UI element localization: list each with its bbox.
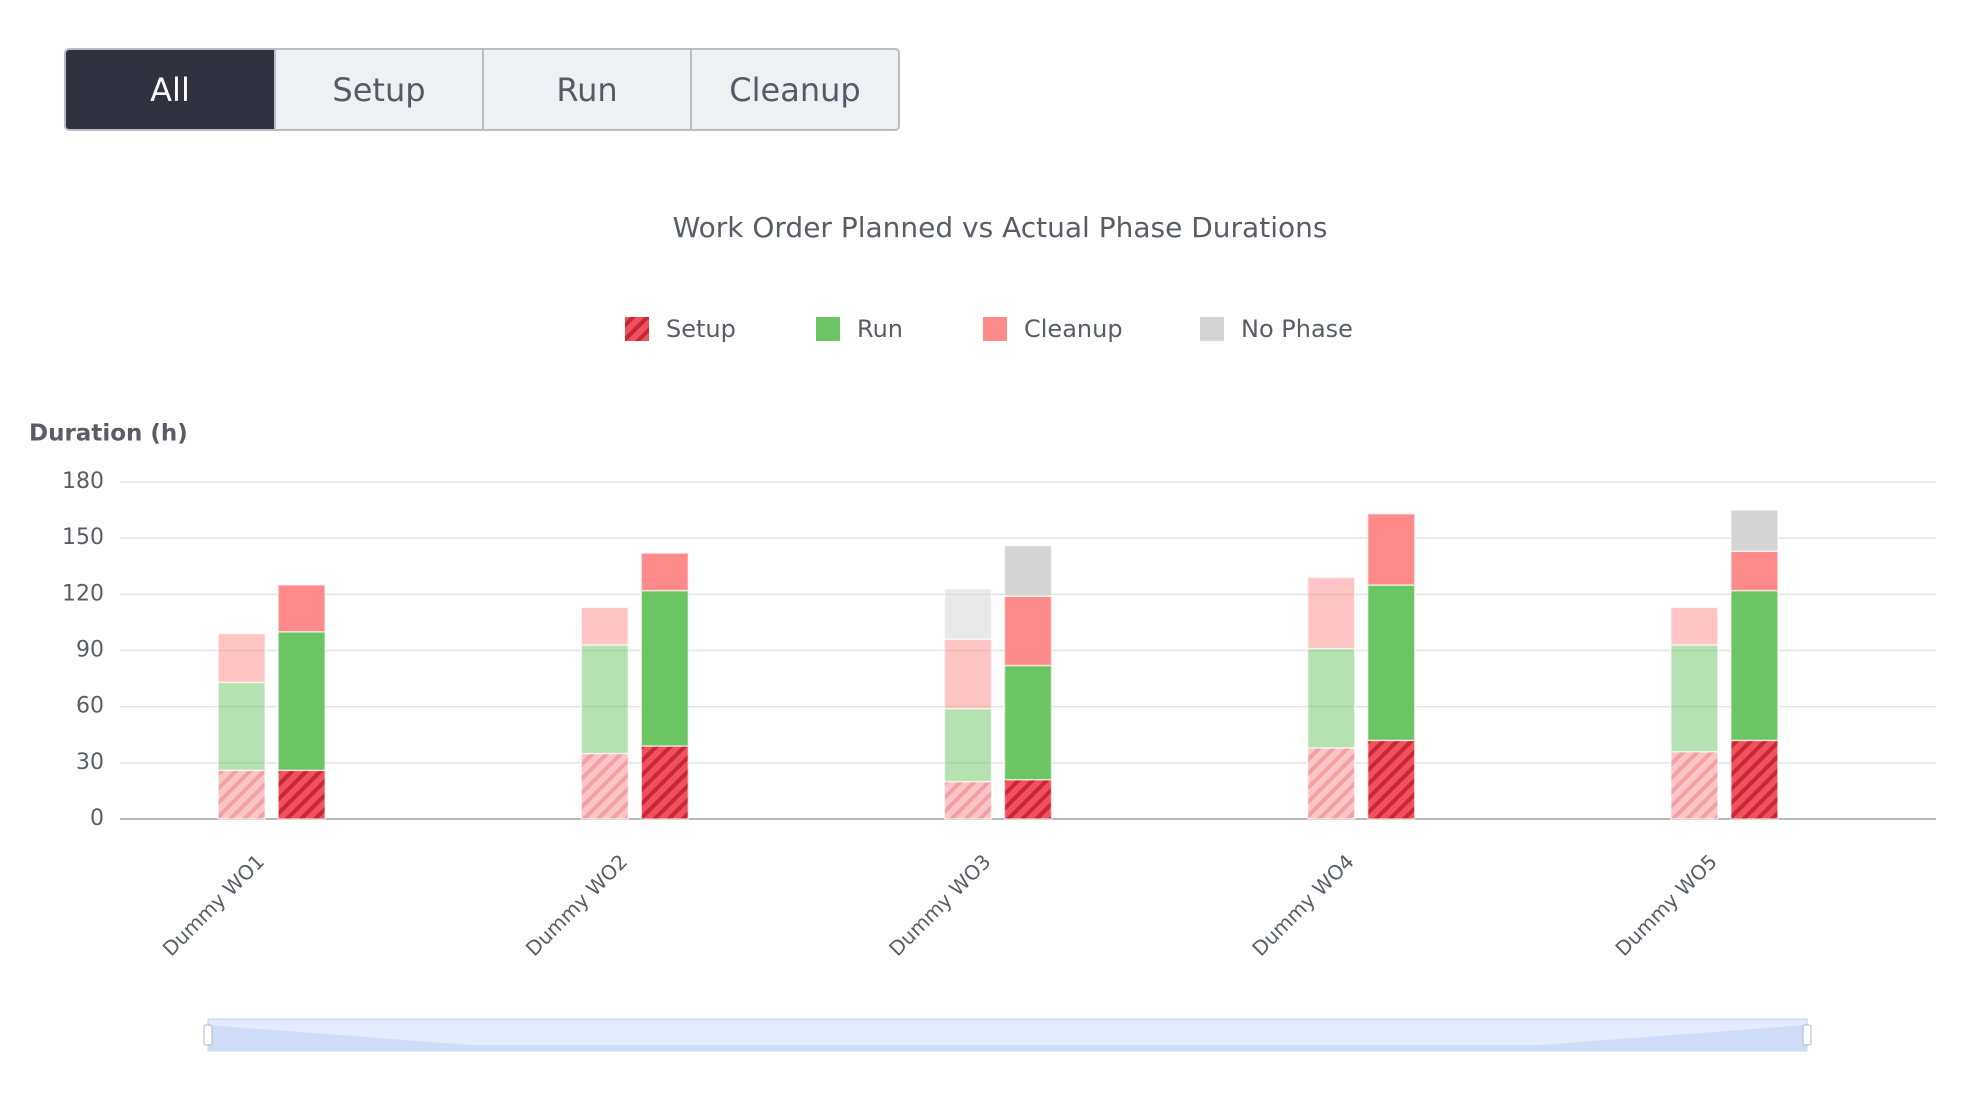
y-tick-label: 30 (76, 750, 104, 775)
bar-segment (640, 745, 690, 820)
bar-segment (1003, 664, 1053, 781)
bar-segment (1730, 509, 1779, 553)
phase-filter: All Setup Run Cleanup (64, 48, 900, 131)
bar-segment (943, 638, 993, 710)
bar-segment (580, 752, 630, 820)
x-tick-label: Dummy WO3 (884, 849, 995, 960)
legend-item[interactable]: Setup (625, 315, 736, 343)
bar-segment (277, 631, 326, 772)
bar-segment (1730, 550, 1779, 592)
legend-label: Setup (666, 315, 736, 343)
bar-segment (1003, 544, 1053, 597)
x-tick-label: Dummy WO5 (1610, 849, 1721, 960)
legend-label: No Phase (1241, 315, 1353, 343)
bar-segment (580, 606, 630, 646)
filter-button[interactable]: All (66, 50, 274, 129)
legend-swatch (1200, 317, 1224, 341)
x-tick-label: Dummy WO1 (158, 849, 269, 960)
chart-title: Work Order Planned vs Actual Phase Durat… (673, 211, 1328, 244)
legend-item[interactable]: Cleanup (983, 315, 1123, 343)
bar-segment (943, 707, 993, 783)
bar-segment (1730, 589, 1779, 742)
bar-segment (1670, 644, 1719, 753)
bar-segment (1003, 778, 1053, 820)
legend-swatch (983, 317, 1007, 341)
bar-segment (1366, 584, 1416, 742)
bar-segment (1306, 647, 1356, 749)
filter-button[interactable]: Cleanup (690, 50, 898, 129)
bar-segment (1670, 606, 1719, 646)
bar-segment (277, 769, 326, 820)
y-tick-label: 90 (76, 638, 104, 663)
x-tick-label: Dummy WO4 (1247, 849, 1358, 960)
filter-button[interactable]: Run (482, 50, 690, 129)
bar-segment (943, 780, 993, 820)
bar-segment (1306, 747, 1356, 820)
bar-segment (277, 584, 326, 633)
bar-segment (1670, 750, 1719, 820)
bar-segment (580, 644, 630, 755)
bar-segment (217, 681, 266, 772)
bar-segment (217, 769, 266, 820)
x-tick-label: Dummy WO2 (521, 849, 632, 960)
y-tick-label: 120 (62, 581, 104, 606)
y-tick-label: 150 (62, 525, 104, 550)
legend-label: Run (857, 315, 903, 343)
bar-segment (640, 589, 690, 747)
bar-segment (943, 587, 993, 641)
legend-item[interactable]: No Phase (1200, 315, 1353, 343)
legend-label: Cleanup (1024, 315, 1123, 343)
filter-button[interactable]: Setup (274, 50, 482, 129)
bar-segment (640, 552, 690, 592)
bar-segment (1003, 595, 1053, 667)
bar-segment (217, 632, 266, 684)
y-tick-label: 60 (76, 694, 104, 719)
legend-swatch (625, 317, 649, 341)
y-axis-label: Duration (h) (29, 421, 188, 447)
legend-item[interactable]: Run (816, 315, 903, 343)
legend-swatch (816, 317, 840, 341)
y-tick-label: 0 (90, 806, 104, 831)
y-tick-label: 180 (62, 469, 104, 494)
bar-segment (1366, 513, 1416, 586)
bar-segment (1730, 739, 1779, 820)
bar-segment (1366, 739, 1416, 820)
zoom-slider[interactable] (203, 1018, 1812, 1052)
bar-segment (1306, 576, 1356, 650)
